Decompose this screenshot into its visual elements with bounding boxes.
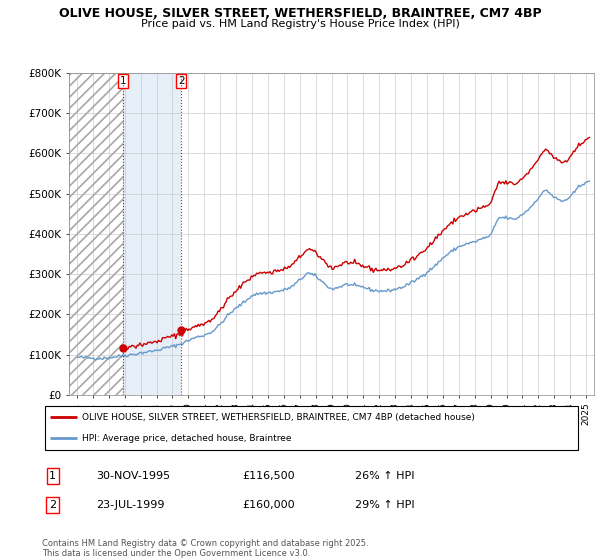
Text: 1: 1 [49,471,56,481]
Text: 29% ↑ HPI: 29% ↑ HPI [355,500,415,510]
Text: 1: 1 [120,76,127,86]
Text: 30-NOV-1995: 30-NOV-1995 [96,471,170,481]
Text: Contains HM Land Registry data © Crown copyright and database right 2025.
This d: Contains HM Land Registry data © Crown c… [42,539,368,558]
Text: £160,000: £160,000 [242,500,295,510]
Text: 2: 2 [178,76,185,86]
Text: OLIVE HOUSE, SILVER STREET, WETHERSFIELD, BRAINTREE, CM7 4BP: OLIVE HOUSE, SILVER STREET, WETHERSFIELD… [59,7,541,20]
Text: 26% ↑ HPI: 26% ↑ HPI [355,471,415,481]
Bar [69,73,124,395]
FancyBboxPatch shape [45,406,578,450]
Text: £116,500: £116,500 [242,471,295,481]
Text: 23-JUL-1999: 23-JUL-1999 [96,500,164,510]
Text: 2: 2 [49,500,56,510]
Text: Price paid vs. HM Land Registry's House Price Index (HPI): Price paid vs. HM Land Registry's House … [140,19,460,29]
Text: OLIVE HOUSE, SILVER STREET, WETHERSFIELD, BRAINTREE, CM7 4BP (detached house): OLIVE HOUSE, SILVER STREET, WETHERSFIELD… [83,413,475,422]
Text: HPI: Average price, detached house, Braintree: HPI: Average price, detached house, Brai… [83,434,292,443]
Bar [69,73,124,395]
Bar [124,73,181,395]
Bar [69,73,124,395]
